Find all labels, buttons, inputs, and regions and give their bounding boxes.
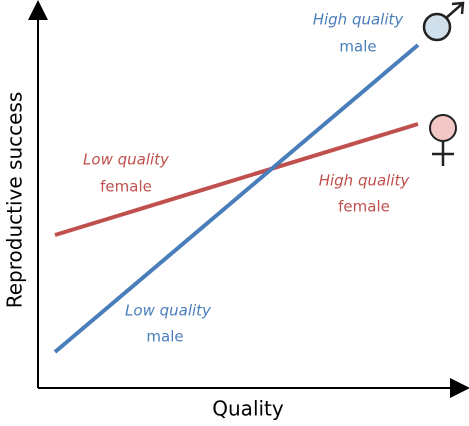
label: High quality [313,11,405,29]
x-axis-label: Quality [212,397,284,421]
label: male [146,328,183,346]
female-line [54,122,419,237]
label: female [338,198,390,216]
label: Low quality [125,302,212,320]
label: Low quality [83,151,170,169]
male-symbol [422,1,465,42]
y-axis-label: Reproductive success [3,92,27,309]
label: High quality [319,172,411,190]
female-symbol [429,114,457,166]
male-line [53,43,420,354]
label: male [339,38,376,56]
label: female [100,178,152,196]
